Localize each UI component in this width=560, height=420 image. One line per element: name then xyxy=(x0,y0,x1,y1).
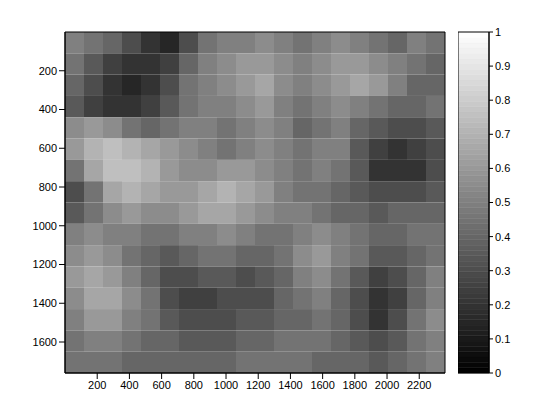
svg-text:0.4: 0.4 xyxy=(495,231,510,243)
svg-text:0: 0 xyxy=(495,367,501,379)
svg-text:1800: 1800 xyxy=(343,379,367,391)
svg-text:0.2: 0.2 xyxy=(495,299,510,311)
svg-text:0.9: 0.9 xyxy=(495,60,510,72)
svg-text:1: 1 xyxy=(495,26,501,38)
svg-text:1000: 1000 xyxy=(214,379,238,391)
svg-text:800: 800 xyxy=(185,379,203,391)
svg-text:200: 200 xyxy=(39,65,57,77)
svg-text:1200: 1200 xyxy=(246,379,270,391)
svg-text:400: 400 xyxy=(120,379,138,391)
svg-text:0.7: 0.7 xyxy=(495,128,510,140)
svg-text:200: 200 xyxy=(88,379,106,391)
svg-text:2200: 2200 xyxy=(407,379,431,391)
svg-text:400: 400 xyxy=(39,103,57,115)
svg-text:0.3: 0.3 xyxy=(495,265,510,277)
svg-text:1400: 1400 xyxy=(33,297,57,309)
svg-text:0.6: 0.6 xyxy=(495,162,510,174)
svg-text:1600: 1600 xyxy=(33,336,57,348)
svg-text:1200: 1200 xyxy=(33,258,57,270)
svg-text:0.5: 0.5 xyxy=(495,196,510,208)
svg-text:600: 600 xyxy=(39,142,57,154)
svg-text:800: 800 xyxy=(39,181,57,193)
svg-text:1600: 1600 xyxy=(310,379,334,391)
svg-text:2000: 2000 xyxy=(375,379,399,391)
svg-text:0.8: 0.8 xyxy=(495,94,510,106)
svg-text:0.1: 0.1 xyxy=(495,333,510,345)
svg-text:1000: 1000 xyxy=(33,220,57,232)
svg-text:1400: 1400 xyxy=(278,379,302,391)
svg-text:600: 600 xyxy=(152,379,170,391)
